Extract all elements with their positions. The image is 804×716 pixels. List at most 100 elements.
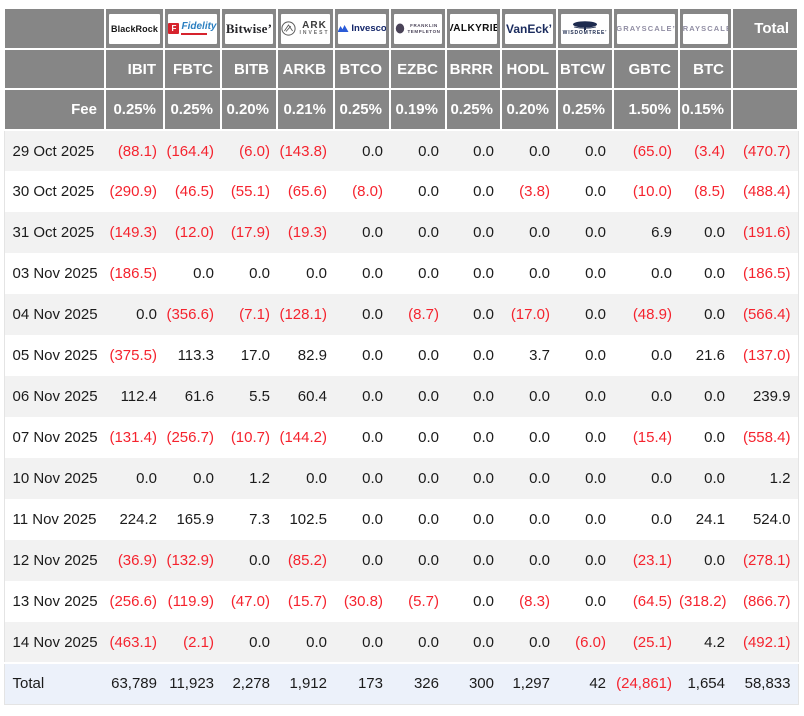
- flow-value-cell: (470.7): [732, 130, 798, 171]
- flow-value-cell: 0.0: [221, 540, 277, 581]
- flow-value-cell: (64.5): [613, 581, 679, 622]
- logo-box: ARK INVEST: [281, 13, 330, 44]
- provider-logo-cell-btcw: WISDOMTREE’: [556, 7, 614, 50]
- flow-value-cell: (463.1): [105, 622, 164, 663]
- total-value-cell: 42: [557, 662, 613, 704]
- flow-value-cell: 0.0: [557, 212, 613, 253]
- flow-value-cell: (8.3): [501, 581, 557, 622]
- flow-value-cell: 0.0: [446, 622, 501, 663]
- flow-value-cell: 0.0: [446, 417, 501, 458]
- flow-value-cell: (164.4): [164, 130, 221, 171]
- fee-row-total-empty: [731, 88, 799, 131]
- flow-value-cell: 0.0: [334, 294, 390, 335]
- provider-logo-cell-arkb: ARK INVEST: [276, 7, 335, 50]
- date-cell: 03 Nov 2025: [4, 253, 105, 294]
- flow-value-cell: 0.0: [557, 294, 613, 335]
- flow-value-cell: 0.0: [501, 376, 557, 417]
- flow-value-cell: 0.0: [613, 458, 679, 499]
- flow-value-cell: 0.0: [501, 458, 557, 499]
- vaneck-logo: VanEck’: [505, 21, 553, 36]
- flow-value-cell: 0.0: [334, 212, 390, 253]
- flow-value-cell: 0.0: [501, 130, 557, 171]
- flow-value-cell: 0.0: [277, 458, 334, 499]
- flow-value-cell: (23.1): [613, 540, 679, 581]
- total-row: Total 63,789 11,923 2,278 1,912 173 326 300 1,29…: [4, 662, 798, 704]
- flow-value-cell: 0.0: [557, 335, 613, 376]
- invesco-logo: Invesco: [338, 23, 386, 34]
- total-value-cell: 1,654: [679, 662, 732, 704]
- flow-value-cell: 0.0: [557, 540, 613, 581]
- flow-value-cell: 0.0: [557, 171, 613, 212]
- flow-value-cell: 0.0: [390, 253, 446, 294]
- flow-value-cell: (48.9): [613, 294, 679, 335]
- ticker-row: IBIT FBTC BITB ARKB BTCO EZBC BRRR HODL BTCW GBTC…: [3, 48, 799, 90]
- flow-value-cell: (85.2): [277, 540, 334, 581]
- flow-value-cell: 3.7: [501, 335, 557, 376]
- fee-label-cell: Fee: [3, 88, 106, 131]
- flow-value-cell: (290.9): [105, 171, 164, 212]
- flow-value-cell: 0.0: [679, 294, 732, 335]
- flow-value-cell: 0.0: [679, 540, 732, 581]
- flow-value-cell: 0.0: [446, 171, 501, 212]
- date-cell: 05 Nov 2025: [4, 335, 105, 376]
- date-cell: 29 Oct 2025: [4, 130, 105, 171]
- date-cell: 30 Oct 2025: [4, 171, 105, 212]
- grayscale-logo: GRAYSCALE’: [617, 24, 675, 33]
- flow-value-cell: 0.0: [334, 499, 390, 540]
- flow-row-04-nov-2025: 04 Nov 2025 0.0 (356.6) (7.1) (128.1) 0.0 (8.7…: [4, 294, 798, 335]
- flow-value-cell: 0.0: [390, 212, 446, 253]
- total-value-cell: 300: [446, 662, 501, 704]
- flow-value-cell: 0.0: [613, 499, 679, 540]
- flow-value-cell: (30.8): [334, 581, 390, 622]
- flow-value-cell: (186.5): [105, 253, 164, 294]
- flow-value-cell: (6.0): [221, 130, 277, 171]
- valkyrie-logo: VALKYRIE: [450, 23, 497, 34]
- flow-value-cell: (8.5): [679, 171, 732, 212]
- flow-value-cell: 0.0: [557, 581, 613, 622]
- wisdomtree-tree-icon: [572, 21, 597, 30]
- flow-value-cell: 0.0: [446, 335, 501, 376]
- flow-value-cell: (8.7): [390, 294, 446, 335]
- fidelity-subtext-bar: [181, 33, 208, 35]
- fee-cell-gbtc: 1.50%: [612, 88, 680, 131]
- bitwise-logo: Bitwise’: [225, 20, 273, 36]
- ark-circle-icon: [281, 21, 297, 36]
- flow-value-cell: 0.0: [334, 458, 390, 499]
- flow-row-29-oct-2025: 29 Oct 2025 (88.1) (164.4) (6.0) (143.8) 0.0 0…: [4, 130, 798, 171]
- flow-value-cell: 0.0: [679, 212, 732, 253]
- flow-value-cell: 0.0: [390, 171, 446, 212]
- flow-value-cell: 0.0: [390, 130, 446, 171]
- flow-value-cell: (15.4): [613, 417, 679, 458]
- flow-row-12-nov-2025: 12 Nov 2025 (36.9) (132.9) 0.0 (85.2) 0.0 0.0 0…: [4, 540, 798, 581]
- flow-value-cell: (10.0): [613, 171, 679, 212]
- flow-value-cell: 82.9: [277, 335, 334, 376]
- provider-logo-cell-btco: Invesco: [333, 7, 391, 50]
- date-cell: 06 Nov 2025: [4, 376, 105, 417]
- flow-value-cell: (46.5): [164, 171, 221, 212]
- flow-value-cell: 0.0: [334, 130, 390, 171]
- flow-value-cell: (55.1): [221, 171, 277, 212]
- total-value-cell: 58,833: [732, 662, 798, 704]
- flow-value-cell: (256.6): [105, 581, 164, 622]
- ticker-header-btco: BTCO: [333, 48, 391, 90]
- flow-value-cell: 0.0: [446, 499, 501, 540]
- flow-value-cell: 0.0: [390, 540, 446, 581]
- provider-logo-cell-gbtc: GRAYSCALE’: [612, 7, 680, 50]
- flow-value-cell: 17.0: [221, 335, 277, 376]
- flow-value-cell: 0.0: [164, 253, 221, 294]
- flow-value-cell: 7.3: [221, 499, 277, 540]
- flow-value-cell: 0.0: [334, 417, 390, 458]
- flow-value-cell: 0.0: [105, 458, 164, 499]
- flow-row-07-nov-2025: 07 Nov 2025 (131.4) (256.7) (10.7) (144.2) 0.…: [4, 417, 798, 458]
- ticker-header-gbtc: GBTC: [612, 48, 680, 90]
- flow-value-cell: 5.5: [221, 376, 277, 417]
- ticker-header-btc: BTC: [678, 48, 733, 90]
- flow-value-cell: (2.1): [164, 622, 221, 663]
- flow-value-cell: 1.2: [732, 458, 798, 499]
- flow-value-cell: 0.0: [679, 417, 732, 458]
- flow-value-cell: (15.7): [277, 581, 334, 622]
- provider-logo-cell-bitb: Bitwise’: [220, 7, 278, 50]
- fee-cell-brrr: 0.25%: [445, 88, 502, 131]
- flow-value-cell: (36.9): [105, 540, 164, 581]
